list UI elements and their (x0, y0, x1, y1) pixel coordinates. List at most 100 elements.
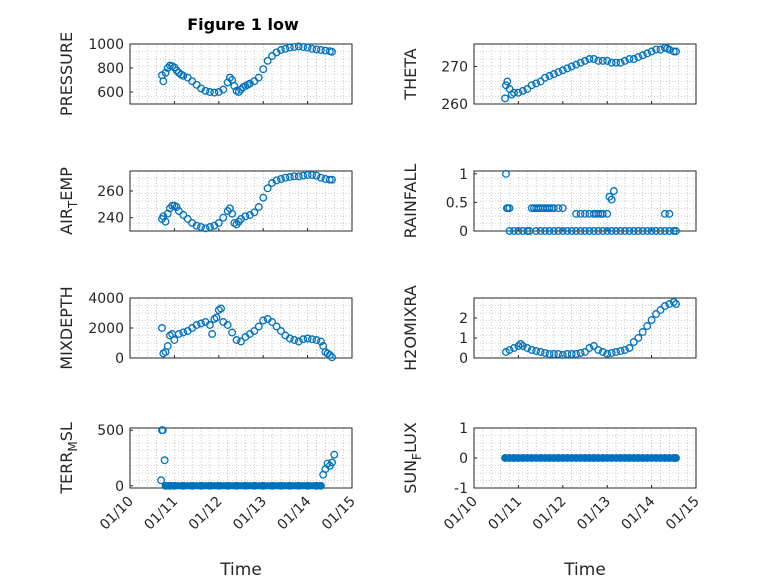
data-point (299, 335, 308, 344)
data-point (669, 298, 678, 306)
data-point (621, 56, 629, 65)
y-tick-label: 0 (115, 351, 124, 367)
y-tick-label: 500 (97, 423, 124, 439)
y-axis-label: SUNFLUX (401, 422, 424, 494)
x-tick-label: 01/10 (441, 494, 481, 534)
data-point (303, 334, 312, 343)
data-point (558, 227, 567, 235)
data-point (541, 73, 549, 82)
data-point (168, 201, 177, 210)
data-point (174, 207, 183, 215)
data-point (303, 43, 312, 52)
data-point (572, 350, 581, 358)
y-tick-label: 260 (441, 97, 468, 113)
data-point (201, 224, 210, 233)
data-point (594, 346, 603, 354)
data-point (268, 318, 277, 326)
x-tick-label: 01/14 (619, 493, 659, 533)
data-point (549, 70, 558, 78)
y-tick-label: 1 (459, 331, 468, 347)
data-point (192, 321, 201, 329)
data-point (625, 227, 634, 235)
data-point (259, 65, 268, 74)
data-point (585, 344, 594, 352)
y-tick-label: 270 (441, 60, 468, 76)
x-tick-label: 01/12 (186, 494, 226, 534)
data-point (567, 62, 576, 71)
data-point (316, 46, 325, 54)
data-point (308, 335, 316, 344)
data-point (159, 77, 168, 86)
data-point (603, 350, 612, 358)
data-point (585, 227, 594, 235)
data-point (516, 340, 525, 348)
data-point (250, 327, 259, 335)
data-point (172, 66, 181, 75)
data-point (172, 203, 181, 211)
data-point (598, 227, 607, 235)
data-point (161, 217, 170, 226)
data-point (228, 209, 237, 218)
data-point (214, 219, 223, 227)
data-point (634, 334, 643, 342)
y-tick-label: 600 (97, 85, 124, 101)
data-point (643, 49, 652, 58)
x-tick-label: 01/14 (275, 493, 315, 533)
data-point (303, 171, 312, 179)
data-point (316, 337, 325, 346)
data-point (259, 193, 268, 202)
data-point (656, 227, 665, 235)
data-point (299, 171, 308, 180)
data-point (629, 338, 638, 346)
figure-title: Figure 1 low (187, 15, 299, 34)
data-point (219, 85, 228, 94)
data-point (263, 184, 272, 193)
data-point (161, 68, 170, 77)
y-tick-label: 0 (459, 224, 468, 240)
data-point (323, 459, 332, 468)
data-point (225, 73, 234, 82)
data-point (545, 350, 554, 358)
data-point (232, 336, 241, 344)
data-point (230, 82, 239, 90)
data-point (163, 342, 172, 350)
x-axis-label: Time (563, 560, 606, 580)
data-point (594, 56, 603, 65)
data-point (603, 227, 612, 235)
data-point (514, 88, 523, 97)
data-point (647, 47, 656, 56)
data-point (607, 195, 616, 204)
data-point (616, 347, 625, 355)
data-point (325, 175, 334, 184)
data-point (672, 47, 680, 56)
data-point (523, 227, 532, 235)
data-point (316, 173, 325, 182)
data-point (609, 187, 618, 195)
data-point (643, 227, 652, 235)
y-tick-label: 260 (97, 184, 124, 200)
data-point (549, 350, 558, 358)
data-point (294, 337, 303, 346)
panel-4: 0 0.5 1 RAINFALL (401, 164, 697, 240)
axes-box (129, 43, 353, 105)
data-point (669, 227, 678, 235)
y-tick-label: 0 (459, 451, 468, 467)
y-tick-label: 0.5 (446, 195, 468, 211)
data-point (656, 306, 665, 314)
data-point (527, 346, 536, 354)
data-point (272, 322, 281, 331)
data-point (502, 169, 510, 178)
data-point (652, 45, 660, 54)
x-tick-label: 01/12 (530, 494, 570, 534)
data-point (205, 88, 214, 96)
data-point (669, 47, 678, 56)
data-point (549, 227, 558, 235)
y-axis-label: MIXDEPTH (57, 286, 76, 369)
data-point (290, 43, 299, 51)
data-point (228, 328, 237, 337)
data-point (634, 227, 643, 235)
data-point (660, 227, 669, 235)
data-point (660, 209, 669, 218)
data-point (572, 209, 581, 218)
data-point (223, 78, 232, 87)
